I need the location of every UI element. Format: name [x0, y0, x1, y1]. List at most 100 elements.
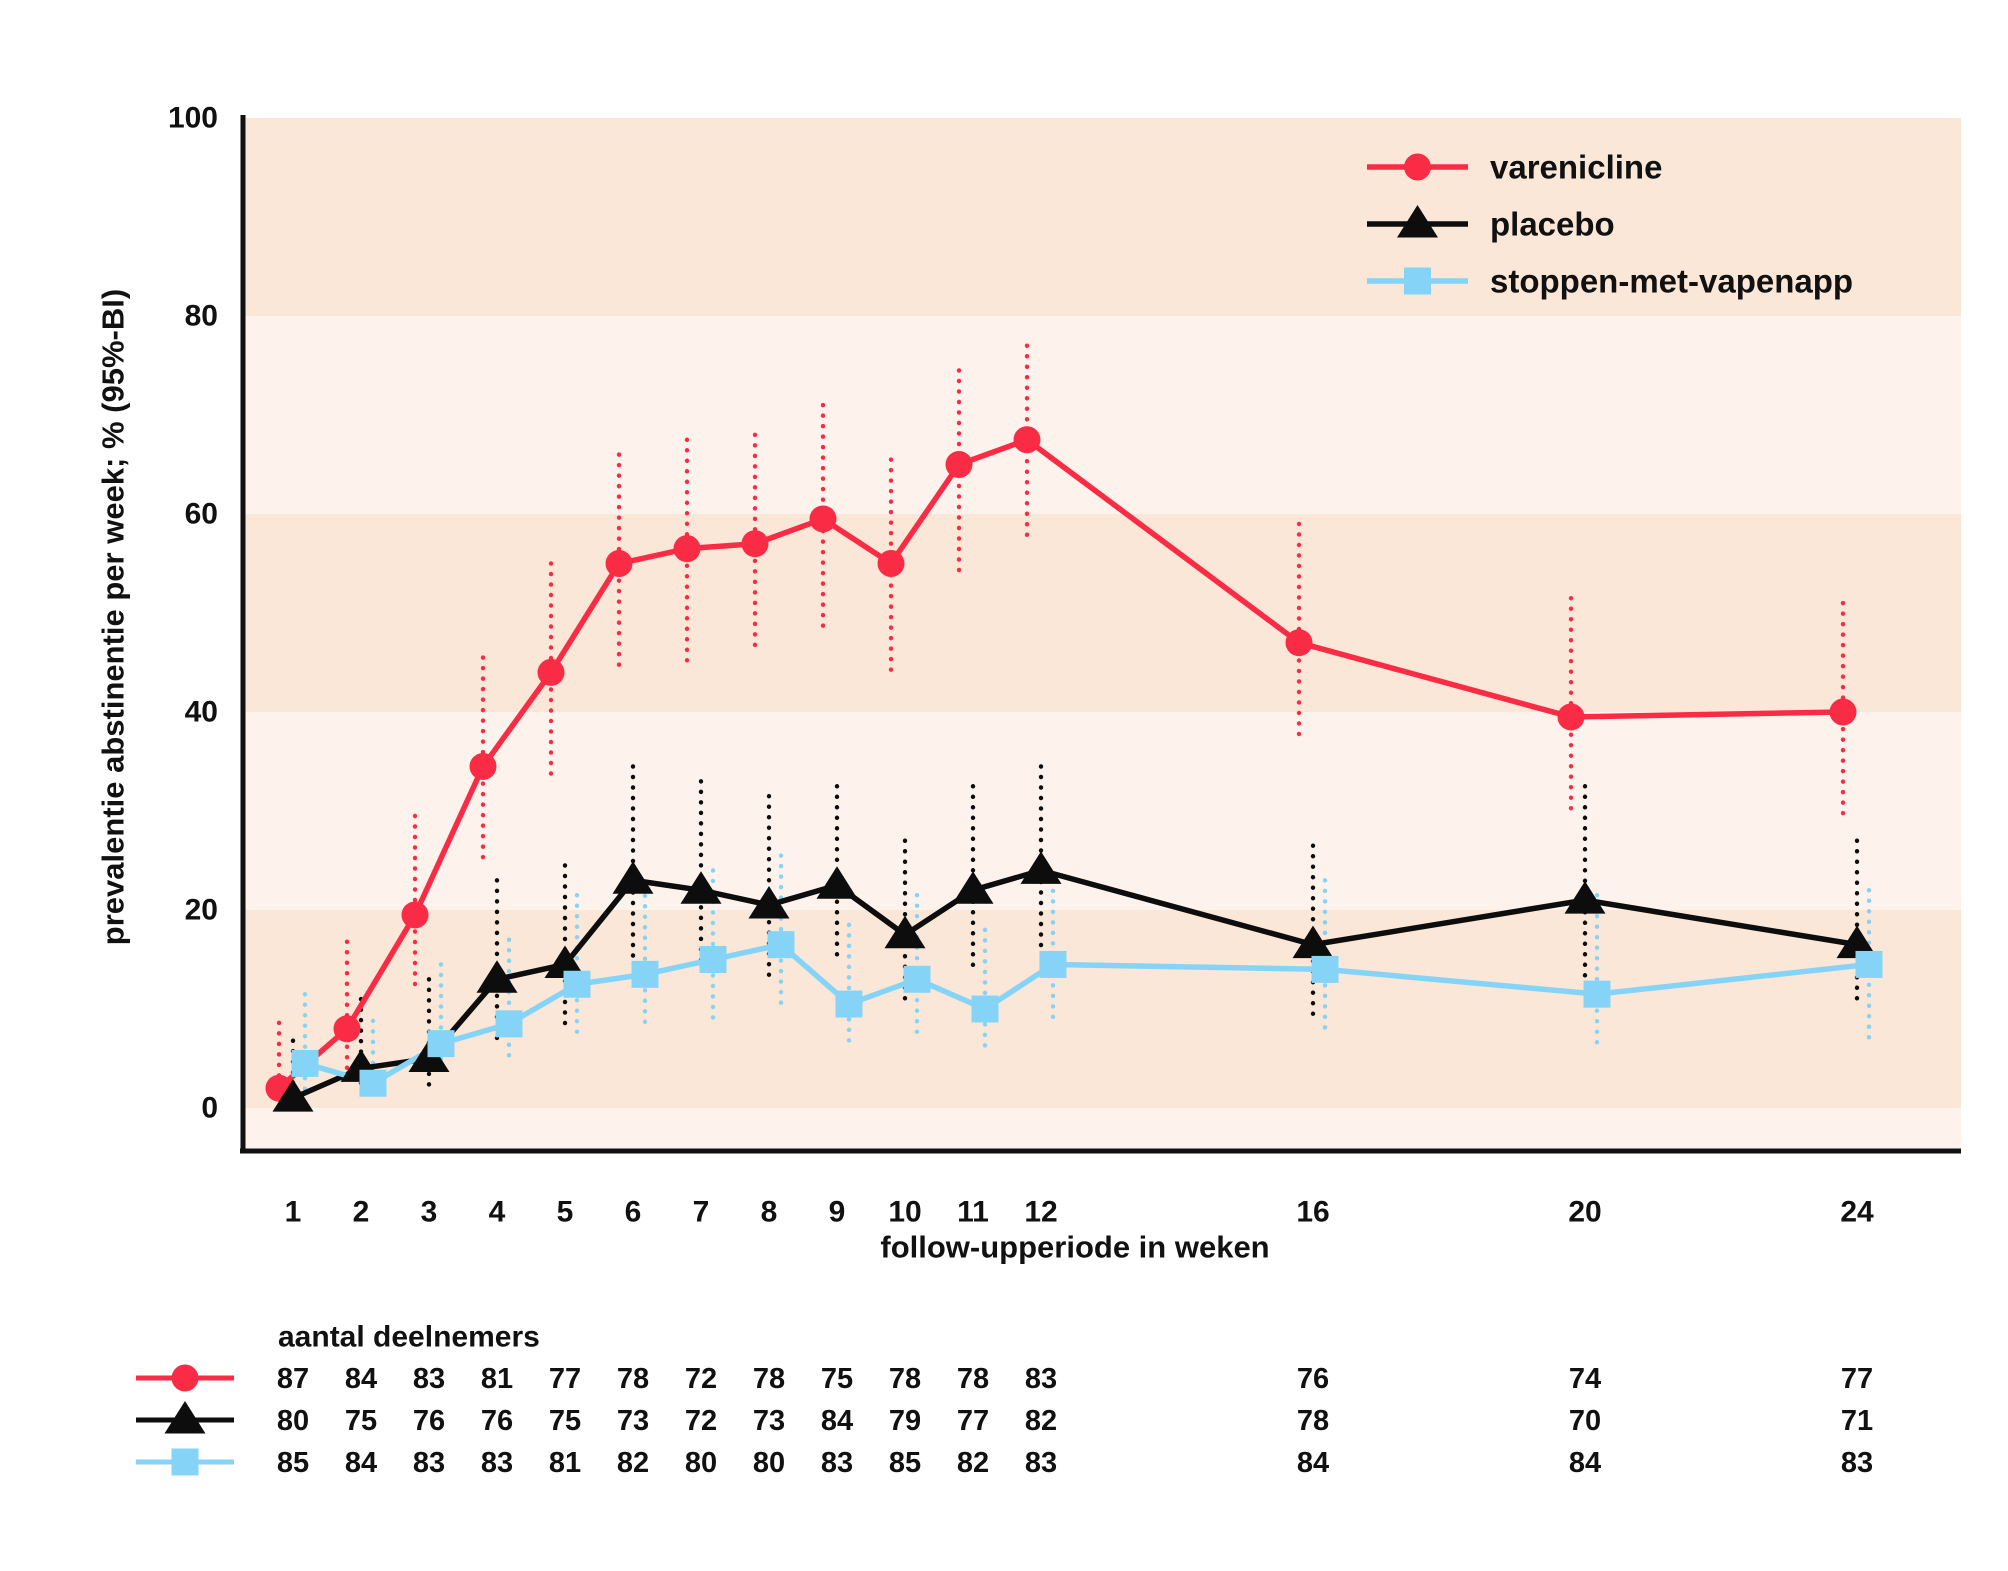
participants-row-marker-varenicline	[171, 1364, 199, 1392]
data-point-placebo-week-8	[748, 886, 790, 919]
participants-placebo-week-1: 80	[277, 1405, 309, 1437]
data-point-stoppen-met-vapenapp-week-3	[427, 1030, 455, 1058]
data-point-varenicline-week-6	[605, 550, 633, 577]
participants-placebo-week-5: 75	[549, 1405, 581, 1437]
data-point-placebo-week-11	[952, 871, 994, 904]
data-point-placebo-week-6	[612, 861, 654, 894]
band-below-zero	[245, 1108, 1961, 1151]
participants-placebo-week-4: 76	[481, 1405, 513, 1437]
participants-stoppen-met-vapenapp-week-1: 85	[277, 1447, 309, 1479]
participants-stoppen-met-vapenapp-week-10: 85	[889, 1447, 921, 1479]
data-point-varenicline-week-16	[1285, 629, 1313, 657]
x-tick-16: 16	[1296, 1196, 1329, 1229]
x-tick-24: 24	[1840, 1196, 1874, 1229]
participants-varenicline-week-7: 72	[685, 1363, 717, 1395]
participants-varenicline-week-9: 75	[821, 1363, 853, 1395]
participants-varenicline-week-5: 77	[549, 1363, 581, 1395]
data-point-varenicline-week-3	[401, 901, 429, 929]
data-point-varenicline-week-2	[333, 1015, 361, 1043]
legend-label-stoppen-met-vapenapp: stoppen-met-vapenapp	[1490, 263, 1853, 300]
x-tick-4: 4	[489, 1196, 506, 1229]
participants-stoppen-met-vapenapp-week-2: 84	[345, 1447, 377, 1479]
data-point-placebo-week-12	[1020, 851, 1062, 884]
participants-placebo-week-24: 71	[1841, 1405, 1873, 1437]
legend-label-placebo: placebo	[1490, 206, 1615, 243]
band-60-80	[245, 316, 1961, 514]
participants-varenicline-week-12: 83	[1025, 1363, 1057, 1395]
data-point-placebo-week-5	[544, 945, 586, 978]
data-point-placebo-week-24	[1836, 925, 1878, 959]
legend-marker-varenicline	[1404, 153, 1431, 181]
data-point-stoppen-met-vapenapp-week-2	[359, 1069, 387, 1097]
participants-placebo-week-6: 73	[617, 1405, 649, 1437]
y-tick-60: 60	[185, 498, 218, 531]
participants-stoppen-met-vapenapp-week-16: 84	[1297, 1447, 1329, 1479]
data-point-varenicline-week-20	[1557, 703, 1585, 731]
participants-placebo-week-20: 70	[1569, 1405, 1601, 1437]
legend-marker-stoppen-met-vapenapp	[1404, 267, 1431, 295]
participants-varenicline-week-2: 84	[345, 1363, 377, 1395]
data-point-varenicline-week-4	[469, 752, 497, 780]
x-tick-6: 6	[625, 1196, 642, 1229]
y-tick-labels: 0 20 40 60 80 100	[168, 102, 218, 1125]
x-tick-20: 20	[1568, 1196, 1601, 1229]
participants-stoppen-met-vapenapp-week-5: 81	[549, 1447, 581, 1479]
x-tick-5: 5	[557, 1196, 574, 1229]
participants-row-stoppen-met-vapenapp: 85 84 83 83 81 82 80 80 83 85 82 83 84 84 83	[136, 1447, 1873, 1479]
data-point-stoppen-met-vapenapp-week-9	[835, 990, 863, 1018]
x-tick-3: 3	[421, 1196, 438, 1229]
data-point-varenicline-week-24	[1829, 698, 1857, 726]
x-axis-title: follow-upperiode in weken	[880, 1230, 1269, 1265]
participants-varenicline-week-24: 77	[1841, 1363, 1873, 1395]
participants-varenicline-week-6: 78	[617, 1363, 649, 1395]
legend-item-stoppen-met-vapenapp: stoppen-met-vapenapp	[1367, 263, 1853, 300]
data-point-varenicline-week-10	[877, 550, 905, 577]
data-point-stoppen-met-vapenapp-week-8	[767, 931, 795, 959]
participants-row-marker-placebo	[164, 1401, 206, 1434]
participants-stoppen-met-vapenapp-week-20: 84	[1569, 1447, 1601, 1479]
participants-placebo-week-16: 78	[1297, 1405, 1329, 1437]
participants-stoppen-met-vapenapp-week-12: 83	[1025, 1447, 1057, 1479]
x-tick-12: 12	[1024, 1196, 1057, 1229]
y-tick-80: 80	[185, 300, 218, 333]
y-tick-100: 100	[168, 102, 218, 135]
participants-placebo-week-8: 73	[753, 1405, 785, 1437]
data-point-placebo-week-16	[1292, 925, 1334, 959]
data-point-stoppen-met-vapenapp-week-6	[631, 960, 659, 988]
data-point-varenicline-week-11	[945, 451, 973, 478]
data-point-placebo-week-4	[476, 960, 518, 993]
participants-varenicline-week-8: 78	[753, 1363, 785, 1395]
participants-varenicline-week-20: 74	[1569, 1363, 1601, 1395]
participants-placebo-week-11: 77	[957, 1405, 989, 1437]
y-tick-0: 0	[201, 1092, 218, 1125]
markers-stoppen-met-vapenapp	[291, 931, 1883, 1097]
legend-item-placebo: placebo	[1367, 205, 1615, 243]
band-0-20	[245, 910, 1961, 1108]
data-point-varenicline-week-12	[1013, 426, 1041, 454]
participants-stoppen-met-vapenapp-week-9: 83	[821, 1447, 853, 1479]
participants-placebo-week-7: 72	[685, 1405, 717, 1437]
x-tick-9: 9	[829, 1196, 846, 1229]
data-point-stoppen-met-vapenapp-week-20	[1583, 980, 1611, 1008]
data-point-placebo-week-9	[816, 866, 858, 899]
data-point-stoppen-met-vapenapp-week-5	[563, 970, 591, 998]
participants-varenicline-week-4: 81	[481, 1363, 513, 1395]
data-point-varenicline-week-9	[809, 505, 837, 533]
data-point-stoppen-met-vapenapp-week-7	[699, 946, 727, 973]
axes	[240, 115, 1961, 1154]
legend: varenicline placebo stoppen-met-vapenapp	[1367, 149, 1853, 300]
legend-item-varenicline: varenicline	[1367, 149, 1662, 186]
x-tick-7: 7	[693, 1196, 710, 1229]
participants-stoppen-met-vapenapp-week-4: 83	[481, 1447, 513, 1479]
participants-placebo-week-12: 82	[1025, 1405, 1057, 1437]
participants-varenicline-week-10: 78	[889, 1363, 921, 1395]
series-markers	[265, 426, 1883, 1112]
band-40-60	[245, 514, 1961, 712]
data-point-stoppen-met-vapenapp-week-12	[1039, 950, 1067, 978]
y-tick-20: 20	[185, 894, 218, 927]
data-point-stoppen-met-vapenapp-week-1	[291, 1049, 319, 1077]
data-point-varenicline-week-5	[537, 658, 565, 686]
participants-table-heading: aantal deelnemers	[278, 1321, 540, 1354]
